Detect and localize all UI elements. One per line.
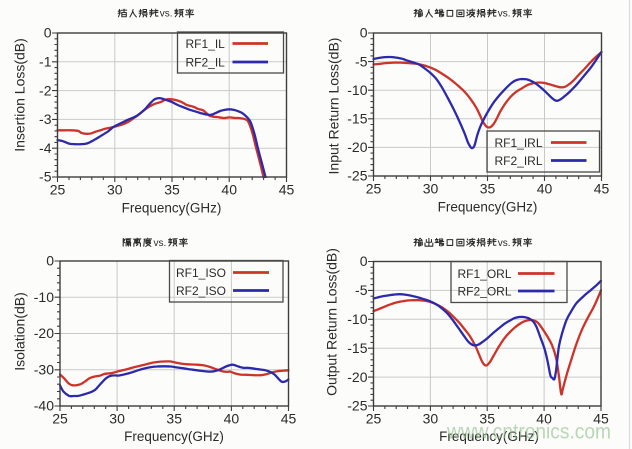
svg-text:-1: -1 [39,54,52,70]
svg-text:-10: -10 [34,289,54,305]
svg-text:45: 45 [281,411,297,427]
svg-text:vs.: vs. [154,238,167,249]
svg-text:Frequency(GHz): Frequency(GHz) [124,429,224,444]
svg-text:RF1_IL: RF1_IL [186,37,226,51]
svg-text:35: 35 [480,181,496,197]
svg-text:45: 45 [279,182,295,198]
svg-text:0: 0 [44,25,52,41]
svg-text:25: 25 [52,411,68,427]
svg-text:-15: -15 [347,340,367,356]
svg-text:Input Return Loss(dB): Input Return Loss(dB) [326,38,342,175]
svg-text:25: 25 [366,411,382,427]
svg-text:30: 30 [423,181,439,197]
svg-text:40: 40 [224,411,240,427]
svg-text:RF1_ORL: RF1_ORL [458,267,512,281]
svg-text:RF1_IRL: RF1_IRL [495,136,543,150]
svg-text:40: 40 [537,181,553,197]
svg-text:-20: -20 [347,139,367,155]
svg-text:35: 35 [164,182,180,198]
svg-text:RF2_ISO: RF2_ISO [176,284,226,298]
svg-text:-20: -20 [347,369,367,385]
svg-text:-40: -40 [34,398,54,414]
svg-text:35: 35 [166,411,182,427]
svg-text:RF2_IRL: RF2_IRL [495,154,543,168]
svg-text:Frequency(GHz): Frequency(GHz) [122,201,222,216]
svg-text:40: 40 [536,411,552,427]
svg-text:-25: -25 [347,168,367,184]
svg-text:Insertion Loss(dB): Insertion Loss(dB) [12,38,28,152]
svg-text:-4: -4 [39,140,52,156]
svg-text:-5: -5 [355,282,368,298]
svg-text:-10: -10 [347,82,367,98]
svg-text:30: 30 [423,411,439,427]
svg-text:vs.: vs. [498,238,511,249]
svg-text:35: 35 [479,411,495,427]
svg-text:Isolation(dB): Isolation(dB) [12,292,28,371]
svg-text:30: 30 [107,182,123,198]
svg-text:vs.: vs. [498,9,511,20]
svg-text:RF2_ORL: RF2_ORL [458,284,512,298]
svg-text:-3: -3 [39,111,52,127]
svg-text:-20: -20 [34,325,54,341]
svg-text:-30: -30 [34,361,54,377]
svg-text:www.cntronics.com: www.cntronics.com [446,421,611,444]
svg-text:30: 30 [109,411,125,427]
svg-text:-10: -10 [347,311,367,327]
svg-text:-5: -5 [355,53,368,69]
svg-text:vs.: vs. [160,9,173,20]
svg-text:Output Return Loss(dB): Output Return Loss(dB) [324,248,340,396]
svg-text:Frequency(GHz): Frequency(GHz) [439,429,539,444]
svg-text:0: 0 [360,253,368,269]
svg-text:Frequency(GHz): Frequency(GHz) [438,200,538,215]
svg-text:-25: -25 [347,398,367,414]
svg-text:25: 25 [50,182,66,198]
svg-text:40: 40 [221,182,237,198]
svg-text:-2: -2 [39,82,52,98]
svg-text:0: 0 [46,253,54,269]
svg-text:0: 0 [360,25,368,41]
svg-text:RF1_ISO: RF1_ISO [176,266,226,280]
svg-text:-15: -15 [347,111,367,127]
svg-text:25: 25 [366,181,382,197]
svg-text:45: 45 [594,181,610,197]
svg-text:-5: -5 [39,169,52,185]
svg-text:RF2_IL: RF2_IL [186,55,226,69]
svg-text:45: 45 [593,411,609,427]
